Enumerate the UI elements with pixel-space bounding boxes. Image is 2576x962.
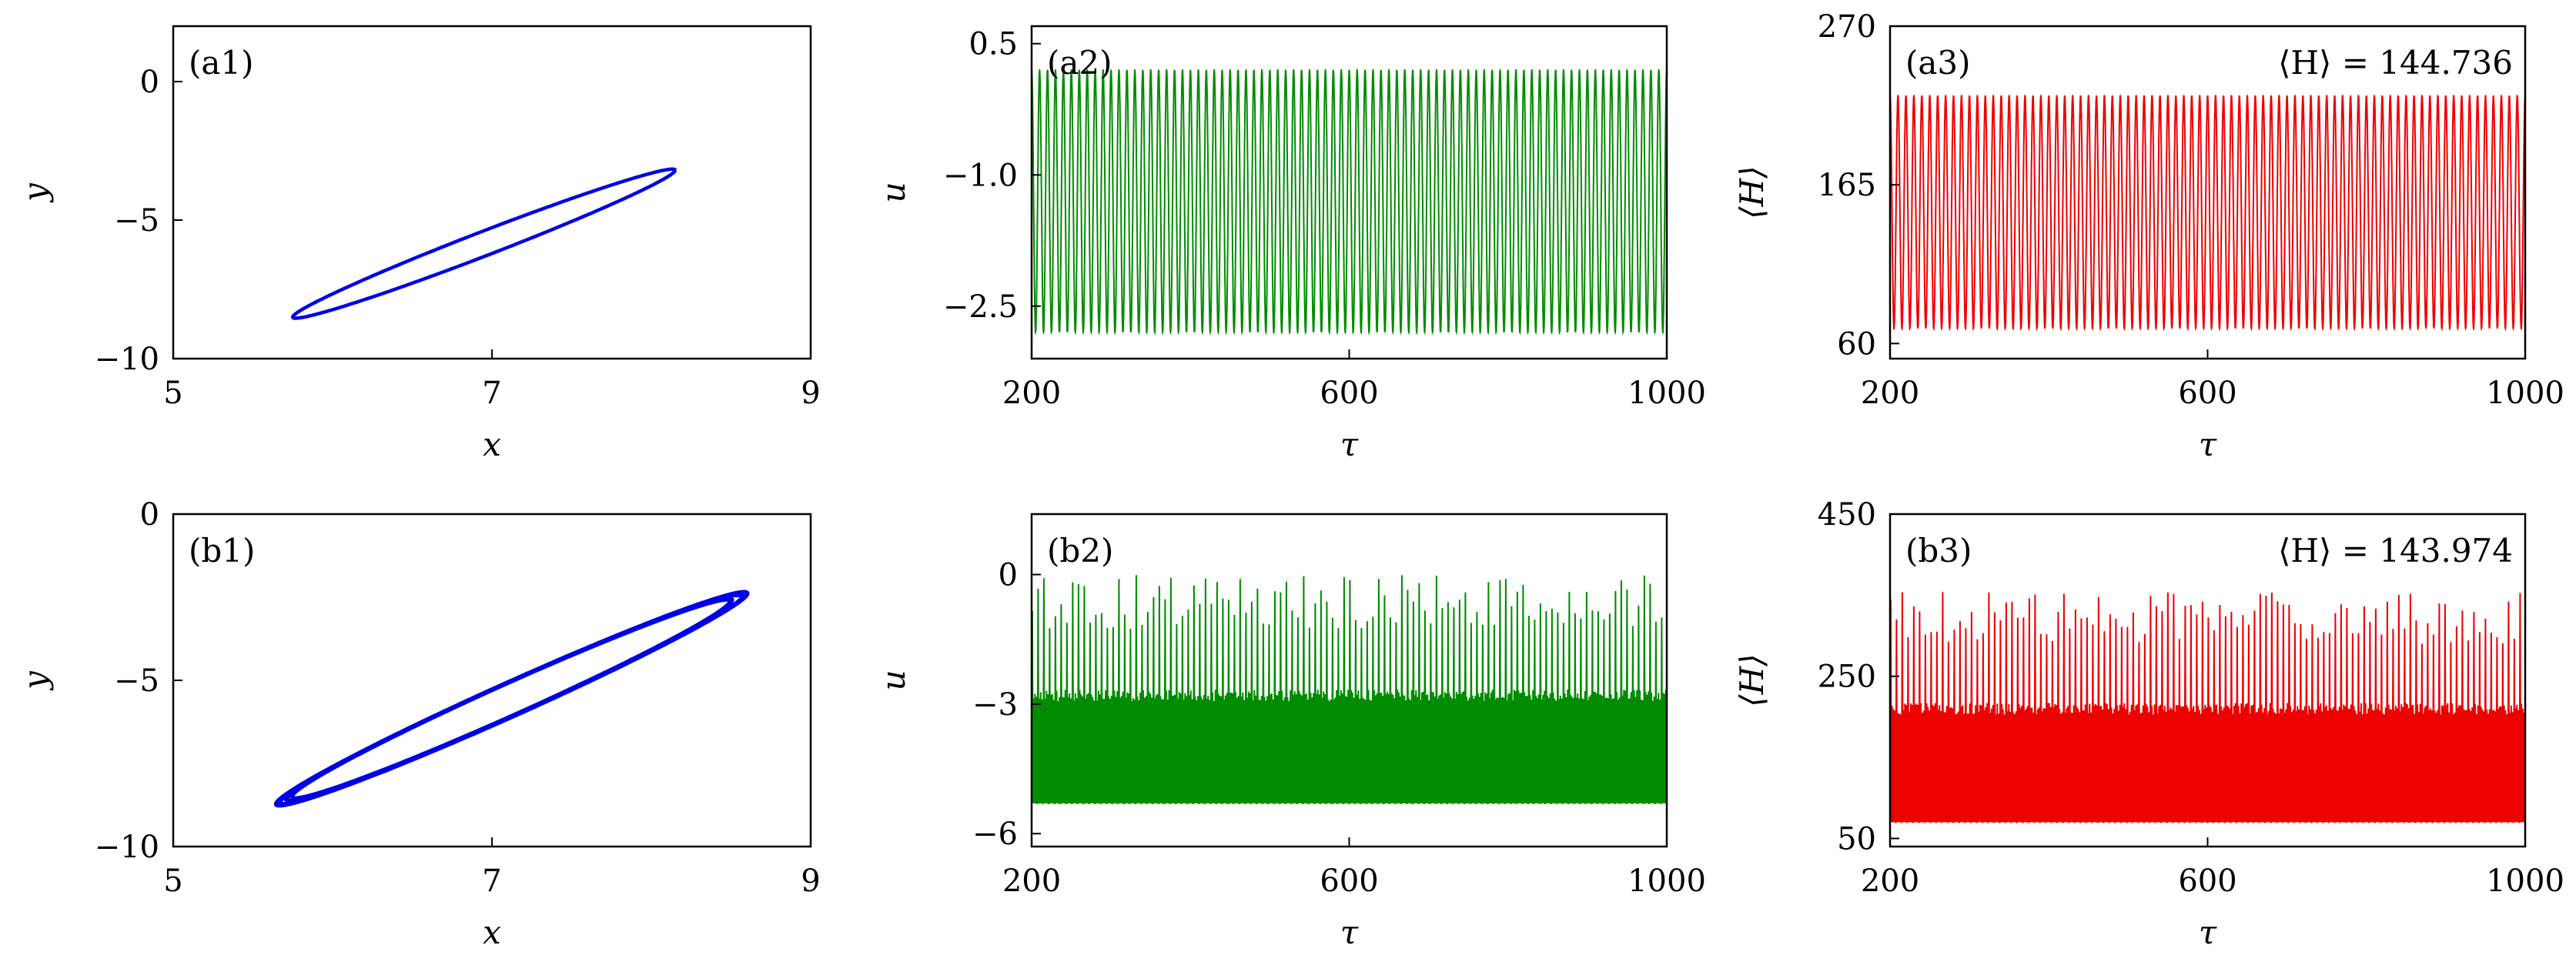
x-axis-label-a3: τ: [2199, 426, 2217, 463]
x-tick-label-b2: 1000: [1628, 863, 1706, 899]
x-tick-label-a2: 1000: [1628, 376, 1706, 411]
y-tick-label-b1: −5: [114, 663, 159, 699]
trajectory-b1: [273, 590, 750, 808]
y-axis-label-a3: ⟨H⟩: [1733, 165, 1771, 219]
y-tick-label-b2: 0: [999, 558, 1018, 593]
x-tick-label-a2: 600: [1320, 376, 1378, 411]
x-tick-label-b1: 9: [801, 863, 820, 899]
panel-label-a1: (a1): [189, 44, 254, 82]
series-b2: [1032, 575, 1667, 804]
y-tick-label-b3: 450: [1818, 497, 1876, 533]
mean-annotation-a3: ⟨H⟩ = 144.736: [2278, 44, 2513, 82]
y-tick-label-b2: −6: [972, 817, 1018, 852]
plot-frame-b1: [172, 513, 812, 848]
panel-b3: 200 600 1000 450 250 50 τ ⟨H⟩ (b3) ⟨H⟩ = 143.974: [1733, 497, 2564, 951]
panel-label-a2: (a2): [1047, 44, 1112, 82]
x-tick-label-a3: 600: [2178, 376, 2236, 411]
panel-a1: 5 7 9 0 −5 −10 x y (a1): [16, 25, 821, 463]
panel-b1: 5 7 9 0 −5 −10 x y (b1): [16, 497, 821, 951]
mean-annotation-b3: ⟨H⟩ = 143.974: [2278, 532, 2513, 570]
y-tick-label-a2: 0.5: [969, 27, 1018, 62]
trajectory-a1: [291, 167, 677, 320]
x-axis-label-a1: x: [483, 426, 501, 463]
x-tick-label-b3: 200: [1861, 863, 1919, 899]
x-tick-label-a3: 200: [1861, 376, 1919, 411]
plot-frame-a1: [172, 25, 812, 360]
x-tick-label-b1: 7: [482, 863, 501, 899]
y-tick-label-a2: −2.5: [943, 289, 1018, 325]
y-tick-label-a2: −1.0: [943, 158, 1018, 193]
x-tick-label-a2: 200: [1002, 376, 1061, 411]
y-axis-label-b1: y: [16, 670, 54, 691]
series-a2: [1032, 69, 1667, 336]
panel-a3: 200 600 1000 270 165 60 τ ⟨H⟩ (a3) ⟨H⟩ = 144.736: [1733, 9, 2564, 463]
y-tick-label-b1: −10: [95, 830, 159, 865]
x-tick-label-b2: 200: [1002, 863, 1061, 899]
y-tick-label-a1: −10: [95, 342, 159, 377]
y-tick-label-b3: 50: [1837, 821, 1876, 857]
x-axis-label-b1: x: [483, 914, 501, 951]
y-tick-label-b2: −3: [972, 687, 1018, 723]
x-axis-label-a2: τ: [1340, 426, 1359, 463]
y-tick-label-b3: 250: [1818, 660, 1876, 695]
x-axis-label-b2: τ: [1340, 914, 1359, 951]
y-tick-label-a3: 270: [1818, 9, 1876, 45]
y-tick-label-a3: 60: [1837, 326, 1876, 362]
y-tick-label-a1: 0: [140, 65, 159, 100]
y-axis-label-b3: ⟨H⟩: [1733, 653, 1771, 706]
panel-a2: 200 600 1000 0.5 −1.0 −2.5 τ u (a2): [875, 25, 1706, 463]
x-tick-label-b3: 600: [2178, 863, 2236, 899]
x-tick-label-b2: 600: [1320, 863, 1378, 899]
x-tick-label-a1: 7: [482, 376, 501, 411]
x-tick-label-a1: 5: [163, 376, 182, 411]
panel-b2: 200 600 1000 0 −3 −6 τ u (b2): [875, 513, 1706, 951]
series-b3: [1890, 592, 2525, 823]
panel-label-b1: (b1): [189, 532, 255, 570]
series-a3: [1890, 95, 2525, 332]
y-tick-label-a1: −5: [114, 203, 159, 239]
x-tick-label-b1: 5: [163, 863, 182, 899]
x-tick-label-a3: 1000: [2486, 376, 2564, 411]
y-tick-label-b1: 0: [140, 497, 159, 533]
x-tick-label-a1: 9: [801, 376, 820, 411]
panel-label-a3: (a3): [1905, 44, 1971, 82]
panel-label-b3: (b3): [1905, 532, 1972, 570]
x-axis-label-b3: τ: [2199, 914, 2217, 951]
x-tick-label-b3: 1000: [2486, 863, 2564, 899]
panel-label-b2: (b2): [1047, 532, 1113, 570]
y-axis-label-a1: y: [16, 182, 54, 203]
y-axis-label-b2: u: [875, 670, 912, 690]
y-axis-label-a2: u: [875, 182, 912, 202]
y-tick-label-a3: 165: [1818, 168, 1876, 203]
